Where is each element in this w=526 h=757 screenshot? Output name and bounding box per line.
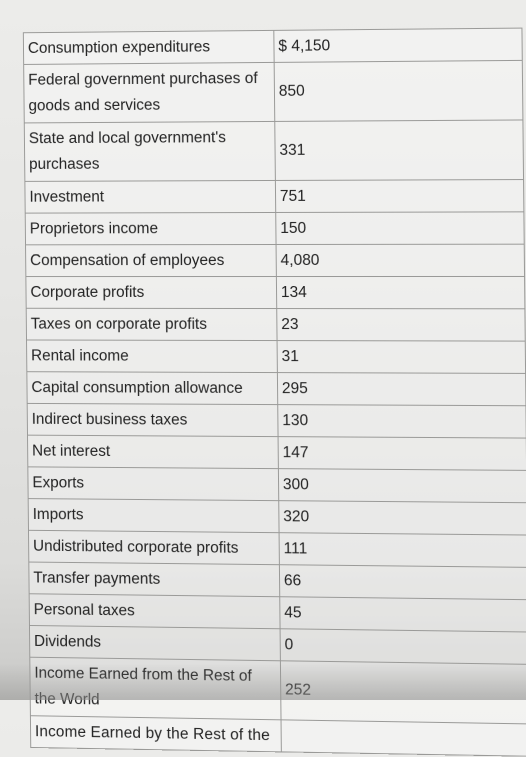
row-value: 31 xyxy=(277,341,526,374)
row-value: 130 xyxy=(278,405,526,438)
table-row: Federal government purchases of goods an… xyxy=(24,60,523,123)
table-row: Compensation of employees 4,080 xyxy=(26,244,525,276)
row-label: Consumption expenditures xyxy=(23,30,274,64)
row-label: Investment xyxy=(25,180,276,213)
national-income-table: Consumption expenditures $ 4,150 Federal… xyxy=(23,28,526,757)
table-row: Consumption expenditures $ 4,150 xyxy=(23,28,522,64)
row-value: 751 xyxy=(275,180,524,213)
row-value: 320 xyxy=(279,501,526,535)
row-value: 45 xyxy=(280,597,526,632)
row-value: 295 xyxy=(277,373,526,406)
row-label: Income Earned by the Rest of the xyxy=(30,716,281,752)
table-row: State and local government's purchases 3… xyxy=(24,120,523,181)
row-value: 331 xyxy=(275,120,524,181)
row-value: 147 xyxy=(278,437,526,471)
row-value: 134 xyxy=(276,276,525,308)
table-row: Net interest 147 xyxy=(28,435,526,470)
row-label: Personal taxes xyxy=(29,594,280,629)
table-row: Corporate profits 134 xyxy=(26,276,525,308)
row-label: Corporate profits xyxy=(26,277,277,309)
table-row: Proprietors income 150 xyxy=(25,212,524,245)
row-label: Federal government purchases of goods an… xyxy=(24,62,275,123)
row-value xyxy=(281,720,526,756)
row-label: Undistributed corporate profits xyxy=(28,530,279,564)
table-row: Rental income 31 xyxy=(27,340,526,373)
row-label: State and local government's purchases xyxy=(24,121,275,181)
row-label: Imports xyxy=(28,499,279,533)
table-row: Capital consumption allowance 295 xyxy=(27,372,526,406)
row-value: 66 xyxy=(279,565,526,600)
table-row: Investment 751 xyxy=(25,180,524,214)
row-label: Proprietors income xyxy=(25,212,276,244)
table-row-cut-off: Income Earned by the Rest of the xyxy=(30,716,526,757)
table-row: Imports 320 xyxy=(28,499,526,535)
row-label: Net interest xyxy=(28,435,279,468)
row-value: 850 xyxy=(274,60,523,121)
row-value: 23 xyxy=(277,309,526,342)
row-label: Taxes on corporate profits xyxy=(26,308,277,340)
data-sheet: Consumption expenditures $ 4,150 Federal… xyxy=(3,0,526,704)
row-label: Transfer payments xyxy=(29,562,280,597)
row-label: Compensation of employees xyxy=(26,244,277,276)
row-label: Exports xyxy=(28,467,279,501)
row-label: Capital consumption allowance xyxy=(27,372,278,405)
row-value: 111 xyxy=(279,533,526,568)
row-label: Indirect business taxes xyxy=(27,403,278,436)
table-row: Taxes on corporate profits 23 xyxy=(26,308,525,341)
row-label: Dividends xyxy=(29,625,280,660)
table-row: Indirect business taxes 130 xyxy=(27,403,526,438)
table-row: Exports 300 xyxy=(28,467,526,503)
row-value: 300 xyxy=(278,469,526,503)
row-label: Rental income xyxy=(27,340,278,373)
row-value: 0 xyxy=(280,629,526,665)
table-row: Undistributed corporate profits 111 xyxy=(28,530,526,567)
photo-bottom-shadow xyxy=(0,664,526,700)
row-value: 150 xyxy=(276,212,525,245)
row-value: $ 4,150 xyxy=(274,28,523,62)
row-value: 4,080 xyxy=(276,244,525,276)
